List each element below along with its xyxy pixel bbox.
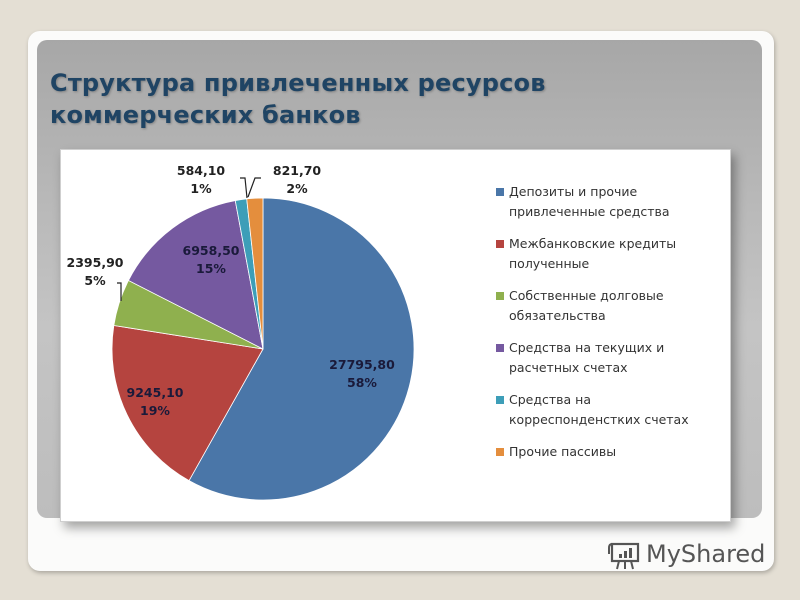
legend-label: расчетных счетах: [509, 360, 628, 375]
legend-item-current-accounts: Средства на текущих и расчетных счетах: [496, 338, 726, 378]
chart-area: 584,10 1% 821,70 2% 2395,90 5% 6958,50 1…: [60, 149, 731, 522]
legend-swatch: [496, 188, 504, 196]
chart-legend: Депозиты и прочие привлеченные средства …: [496, 182, 726, 474]
watermark-text: MyShared: [646, 540, 766, 568]
legend-item-debt: Собственные долговые обязательства: [496, 286, 726, 326]
legend-label: Межбанковские кредиты: [509, 236, 677, 251]
value-label: 2395,90: [66, 255, 124, 270]
legend-swatch: [496, 292, 504, 300]
data-label-other: 821,70 2%: [257, 162, 337, 198]
title-line-1: Структура привлеченных ресурсов: [50, 69, 546, 97]
leader-line-green: [117, 282, 122, 301]
slide-title: Структура привлеченных ресурсов коммерче…: [50, 67, 546, 131]
leader-line-orange: [247, 177, 261, 198]
percent-label: 5%: [84, 273, 106, 288]
pie-slice-current-accounts: [127, 200, 264, 350]
title-line-2: коммерческих банков: [50, 101, 361, 129]
watermark: MyShared: [608, 537, 765, 571]
percent-label: 58%: [347, 375, 377, 390]
legend-label: Прочие пассивы: [509, 444, 617, 459]
percent-label: 19%: [140, 403, 170, 418]
data-label-debt: 2395,90 5%: [55, 254, 135, 290]
value-label: 27795,80: [329, 357, 395, 372]
legend-label: обязательства: [509, 308, 606, 323]
value-label: 584,10: [176, 163, 226, 178]
legend-item-correspondent: Средства на корреспонденстких счетах: [496, 390, 726, 430]
legend-label: Средства на текущих и: [509, 340, 665, 355]
leader-lines: [117, 177, 261, 301]
data-label-correspondent: 584,10 1%: [161, 162, 241, 198]
legend-item-deposits: Депозиты и прочие привлеченные средства: [496, 182, 726, 222]
percent-label: 15%: [196, 261, 226, 276]
legend-swatch: [496, 344, 504, 352]
presentation-board-icon: [608, 542, 640, 570]
legend-swatch: [496, 448, 504, 456]
value-label: 6958,50: [182, 243, 240, 258]
pie-slice-interbank: [111, 325, 264, 482]
legend-label: привлеченные средства: [509, 204, 670, 219]
percent-label: 1%: [190, 181, 212, 196]
pie-slice-deposits: [188, 197, 415, 501]
pie-slice-other: [246, 197, 264, 350]
data-label-deposits: 27795,80 58%: [317, 356, 407, 392]
leader-line-teal: [240, 177, 248, 199]
legend-item-other: Прочие пассивы: [496, 442, 726, 462]
data-label-current-accounts: 6958,50 15%: [171, 242, 251, 278]
value-label: 821,70: [272, 163, 322, 178]
data-label-interbank: 9245,10 19%: [115, 384, 195, 420]
legend-label: полученные: [509, 256, 590, 271]
legend-label: Средства на: [509, 392, 591, 407]
legend-label: корреспонденстких счетах: [509, 412, 689, 427]
percent-label: 2%: [286, 181, 308, 196]
legend-label: Депозиты и прочие: [509, 184, 638, 199]
legend-item-interbank: Межбанковские кредиты полученные: [496, 234, 726, 274]
pie-chart: [111, 177, 415, 501]
value-label: 9245,10: [126, 385, 184, 400]
legend-swatch: [496, 396, 504, 404]
legend-swatch: [496, 240, 504, 248]
legend-label: Собственные долговые: [509, 288, 664, 303]
pie-slices: [111, 197, 415, 501]
